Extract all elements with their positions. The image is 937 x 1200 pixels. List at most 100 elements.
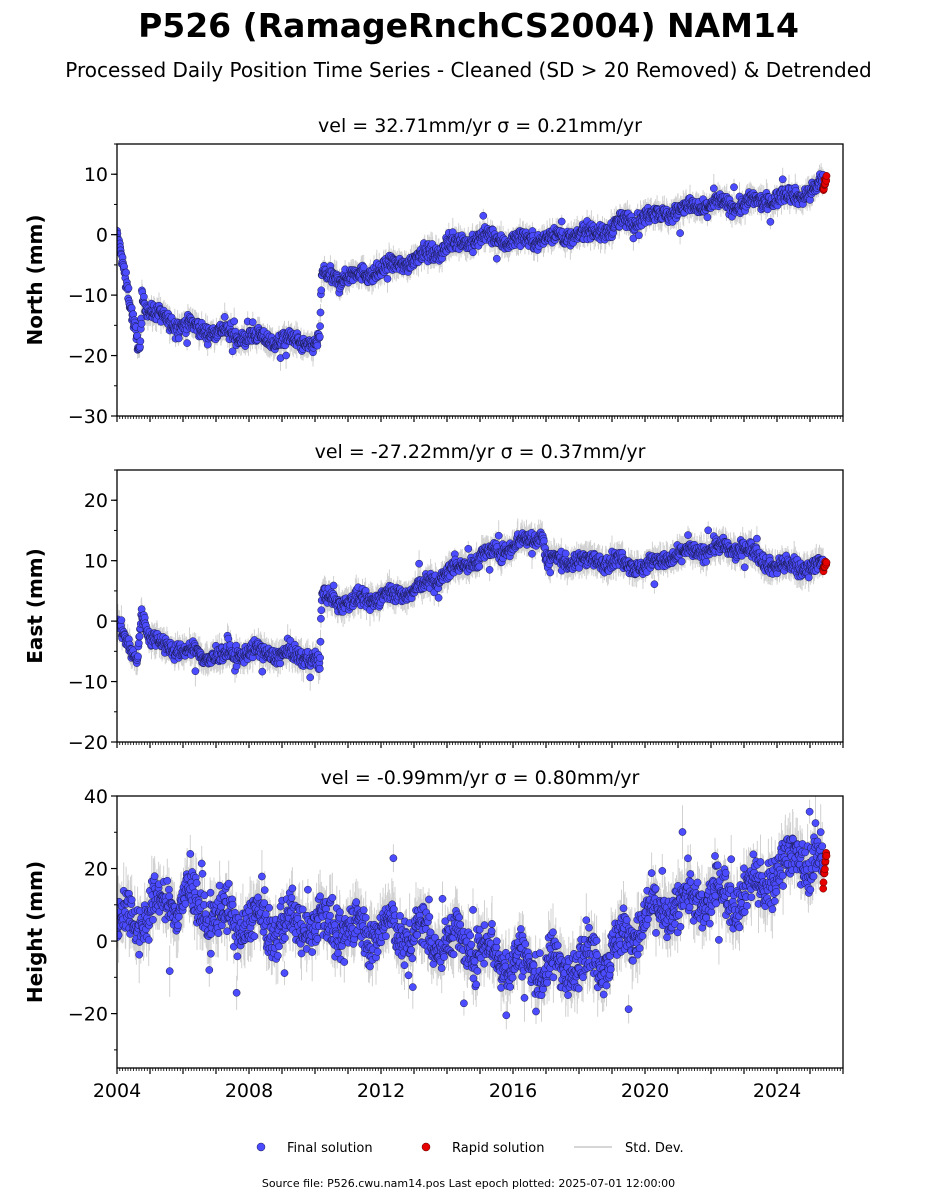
final-point bbox=[703, 213, 712, 222]
y-tick-label: −30 bbox=[68, 406, 108, 428]
final-point bbox=[124, 284, 133, 293]
final-point bbox=[404, 971, 413, 980]
final-point bbox=[635, 231, 643, 240]
final-point bbox=[352, 898, 361, 906]
final-point bbox=[214, 929, 223, 938]
final-point bbox=[281, 934, 289, 942]
final-point bbox=[650, 580, 659, 589]
panel-data-2 bbox=[117, 518, 831, 691]
final-point bbox=[140, 293, 148, 301]
final-point bbox=[766, 217, 775, 226]
final-point bbox=[228, 347, 237, 356]
final-point bbox=[437, 964, 446, 973]
panel-stats-1: vel = 32.71mm/yr σ = 0.21mm/yr bbox=[318, 115, 642, 137]
final-point bbox=[316, 322, 324, 331]
final-point bbox=[434, 593, 443, 602]
final-point bbox=[730, 183, 738, 192]
final-point bbox=[359, 906, 368, 914]
final-point bbox=[528, 549, 536, 558]
final-point bbox=[298, 905, 307, 914]
final-point bbox=[415, 559, 423, 568]
final-point bbox=[316, 308, 325, 317]
y-tick-label: 10 bbox=[84, 551, 108, 573]
final-point bbox=[492, 254, 501, 263]
final-point bbox=[276, 659, 285, 668]
final-point bbox=[329, 581, 338, 590]
y-tick-label: 10 bbox=[84, 164, 108, 186]
final-point bbox=[262, 910, 270, 919]
final-point bbox=[117, 931, 123, 939]
final-point bbox=[561, 549, 570, 558]
final-point bbox=[220, 313, 229, 321]
final-point bbox=[265, 903, 273, 912]
final-point bbox=[174, 334, 183, 343]
final-point bbox=[232, 988, 241, 997]
final-point bbox=[677, 557, 686, 566]
final-point bbox=[304, 885, 312, 894]
final-point bbox=[317, 614, 325, 623]
final-point bbox=[275, 942, 283, 951]
final-point bbox=[326, 911, 334, 920]
final-point bbox=[336, 908, 344, 917]
final-point bbox=[135, 950, 144, 959]
final-point bbox=[273, 951, 282, 960]
final-point bbox=[709, 184, 718, 193]
final-point bbox=[702, 557, 711, 566]
final-point bbox=[230, 317, 239, 326]
final-point bbox=[191, 667, 200, 676]
final-point bbox=[676, 229, 684, 237]
final-point bbox=[684, 531, 692, 539]
final-point bbox=[366, 962, 374, 971]
y-tick-label: −10 bbox=[68, 672, 108, 694]
final-point bbox=[165, 885, 173, 894]
y-tick-label: −10 bbox=[68, 285, 108, 307]
final-point bbox=[280, 969, 289, 977]
final-point bbox=[192, 879, 201, 887]
final-point bbox=[198, 869, 207, 878]
final-point bbox=[137, 319, 146, 328]
final-point bbox=[174, 912, 183, 921]
final-point bbox=[778, 175, 787, 184]
final-point bbox=[135, 632, 144, 641]
y-tick-label: 20 bbox=[84, 490, 108, 512]
final-point bbox=[183, 339, 191, 347]
final-point bbox=[174, 921, 182, 930]
final-point bbox=[479, 211, 488, 220]
final-point bbox=[150, 872, 159, 881]
final-point bbox=[127, 896, 136, 904]
final-point bbox=[317, 606, 326, 615]
final-point bbox=[425, 913, 434, 921]
panel-2: vel = -27.22mm/yr σ = 0.37mm/yr East (mm)… bbox=[23, 441, 844, 754]
final-point bbox=[205, 966, 214, 974]
final-point bbox=[206, 888, 215, 897]
final-point bbox=[408, 983, 417, 991]
final-point bbox=[144, 936, 153, 944]
final-point bbox=[316, 637, 325, 646]
final-point bbox=[328, 893, 337, 902]
final-point bbox=[258, 872, 266, 881]
final-point bbox=[740, 563, 749, 572]
final-point bbox=[165, 967, 174, 975]
y-tick-label: −20 bbox=[68, 732, 108, 754]
y-tick-label: −20 bbox=[68, 346, 108, 368]
final-point bbox=[557, 217, 566, 226]
final-point bbox=[753, 534, 761, 543]
panel-1: vel = 32.71mm/yr σ = 0.21mm/yr North (mm)… bbox=[23, 115, 844, 428]
final-point bbox=[288, 884, 297, 893]
final-point bbox=[308, 948, 317, 956]
final-point bbox=[260, 886, 269, 894]
final-point bbox=[136, 337, 145, 346]
final-point bbox=[313, 341, 322, 350]
final-point bbox=[359, 263, 368, 272]
final-point bbox=[469, 248, 477, 257]
final-point bbox=[389, 854, 398, 863]
final-point bbox=[163, 876, 172, 885]
final-point bbox=[282, 351, 290, 360]
final-point bbox=[149, 915, 157, 924]
final-point bbox=[317, 286, 326, 295]
final-point bbox=[224, 879, 233, 888]
final-point bbox=[383, 274, 392, 283]
final-point bbox=[315, 664, 324, 673]
